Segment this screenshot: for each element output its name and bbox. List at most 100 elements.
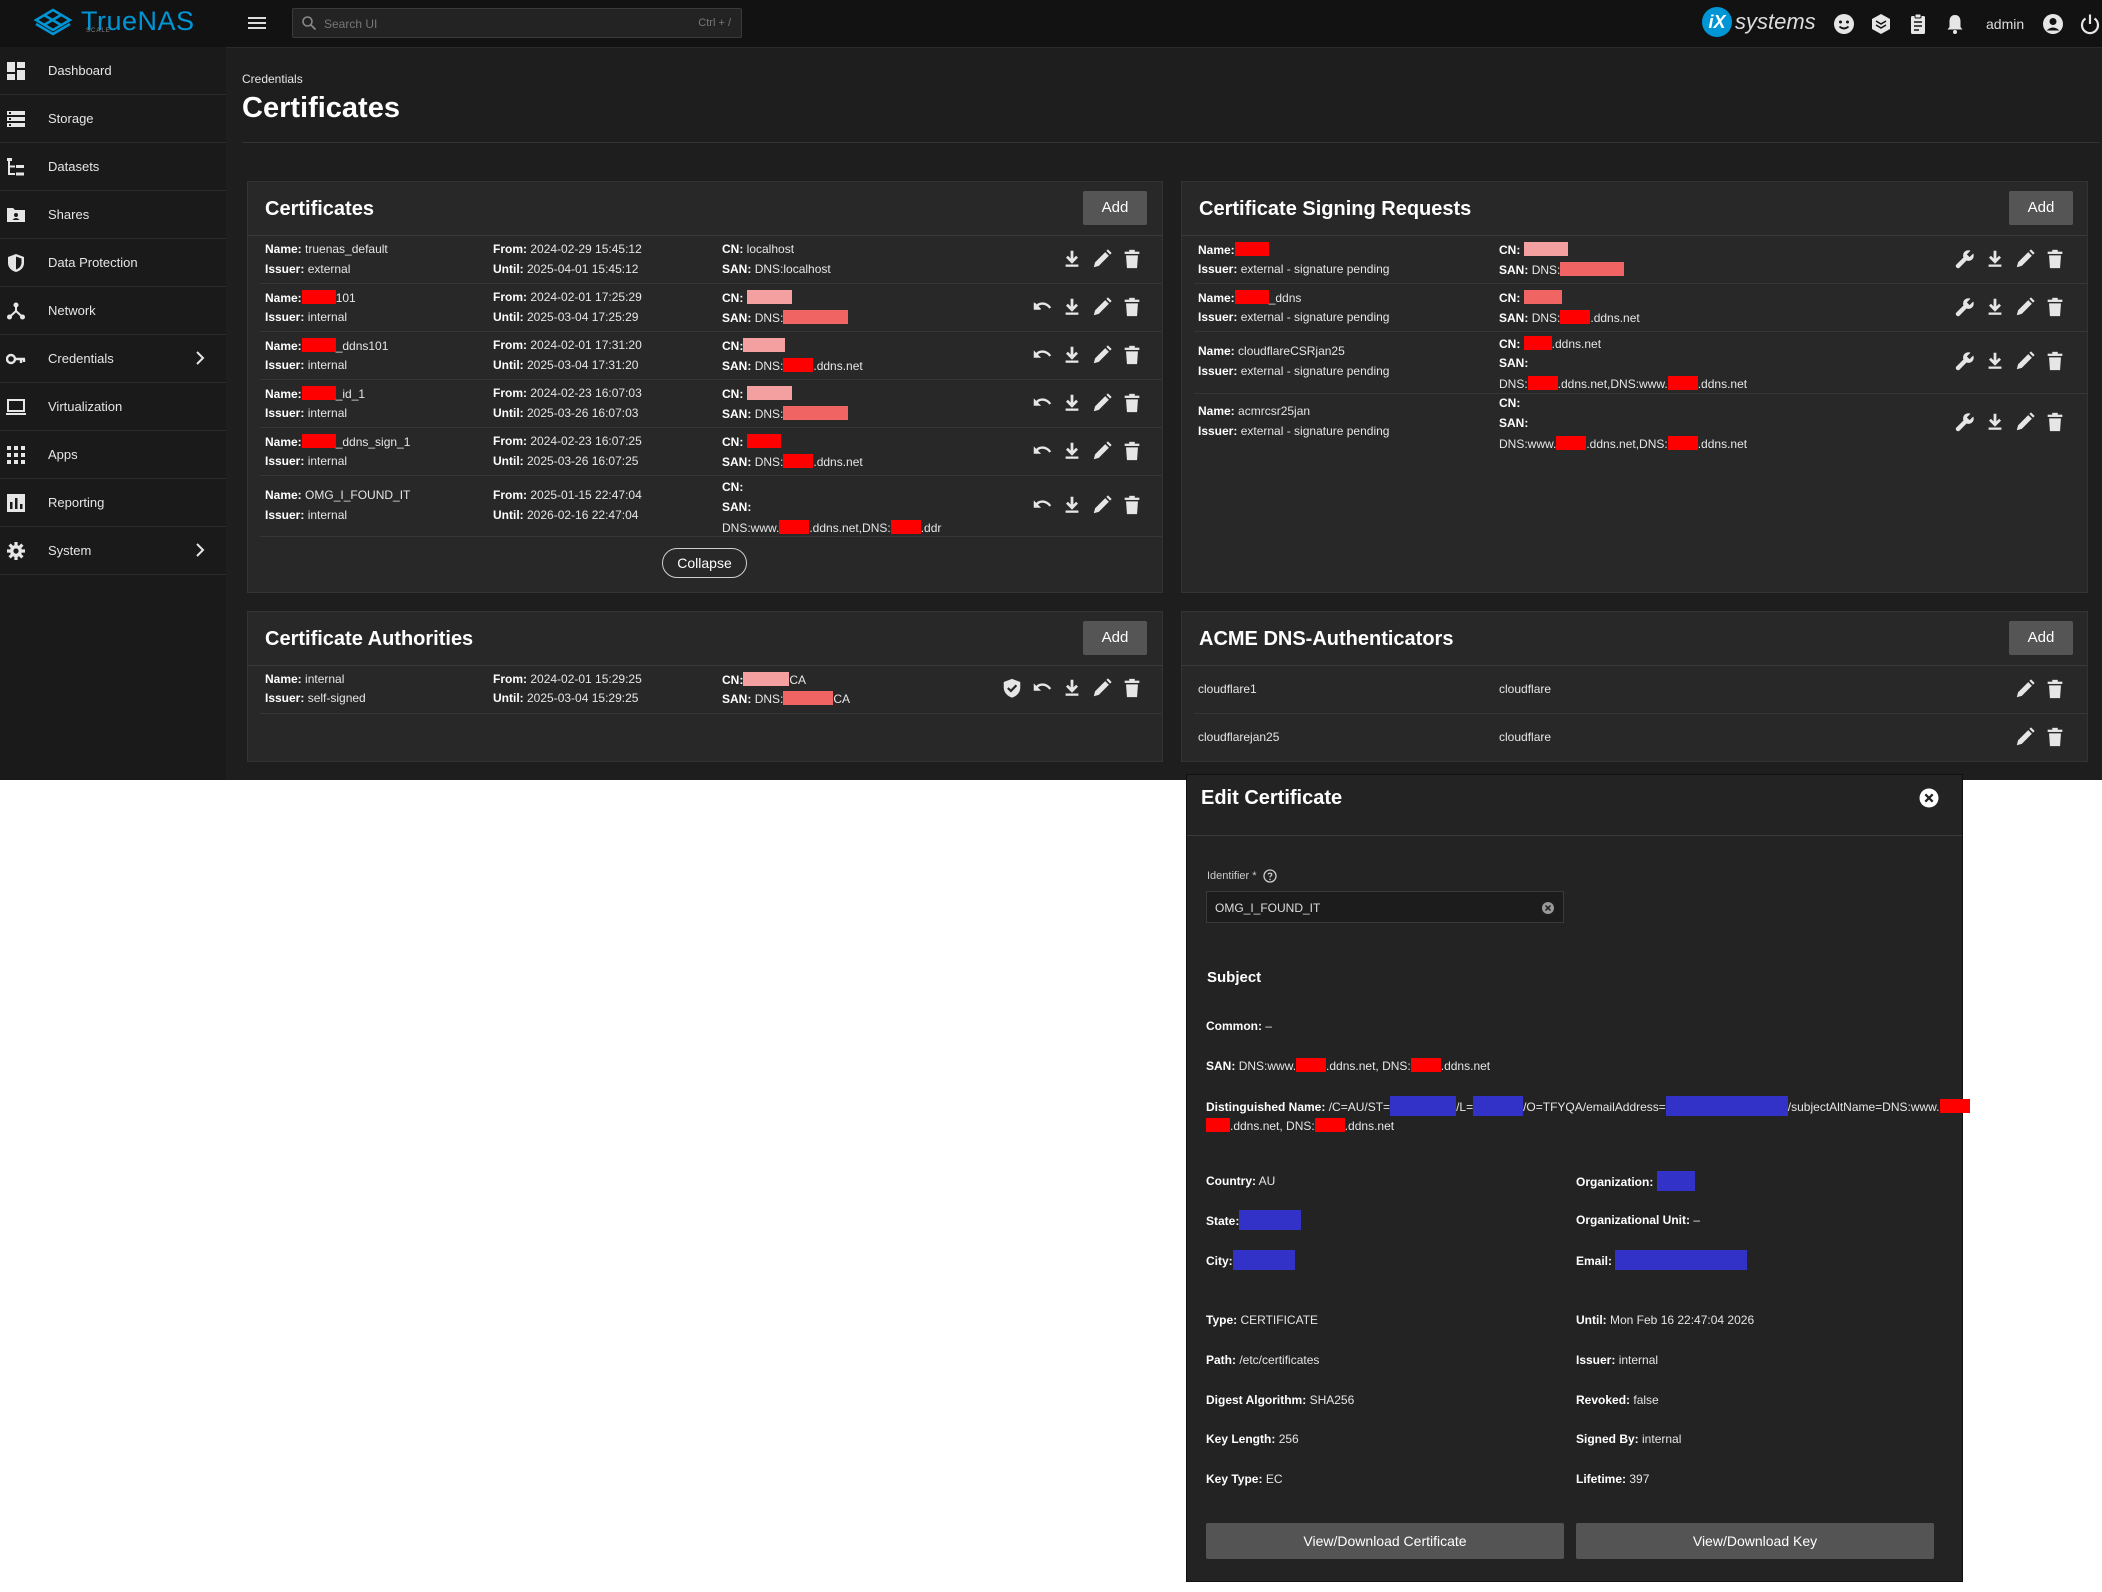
delete-trash-icon[interactable]	[2044, 350, 2066, 372]
notifications-bell-icon[interactable]	[1943, 12, 1967, 36]
edit-pencil-icon[interactable]	[2014, 678, 2036, 700]
sidebar-item-datasets[interactable]: Datasets	[0, 143, 226, 191]
truenas-logo-icon	[33, 8, 73, 35]
revoke-undo-icon[interactable]	[1031, 392, 1053, 414]
card-divider	[248, 235, 1162, 236]
organization: Organization:	[1576, 1171, 1695, 1192]
sign-csr-shield-icon[interactable]	[1001, 677, 1023, 699]
csr-cn: CN: .ddns.net	[1499, 336, 1602, 351]
clear-input-icon[interactable]	[1541, 901, 1555, 915]
sidebar-item-dashboard[interactable]: Dashboard	[0, 47, 226, 95]
delete-trash-icon[interactable]	[1121, 440, 1143, 462]
edit-pencil-icon[interactable]	[1091, 677, 1113, 699]
sidebar-item-storage[interactable]: Storage	[0, 95, 226, 143]
download-icon[interactable]	[1061, 344, 1083, 366]
add-ca-button[interactable]: Add	[1083, 621, 1147, 655]
identifier-field[interactable]: OMG_I_FOUND_IT	[1206, 891, 1564, 923]
edit-pencil-icon[interactable]	[1091, 494, 1113, 516]
menu-toggle-icon[interactable]	[248, 14, 266, 32]
wrench-icon[interactable]	[1954, 350, 1976, 372]
cert-until: Until: 2026-02-16 22:47:04	[493, 508, 639, 522]
shares-icon	[7, 208, 25, 222]
edit-pencil-icon[interactable]	[1091, 296, 1113, 318]
edit-pencil-icon[interactable]	[1091, 392, 1113, 414]
view-download-certificate-button[interactable]: View/Download Certificate	[1206, 1523, 1564, 1559]
download-icon[interactable]	[1061, 248, 1083, 270]
sidebar-item-shares[interactable]: Shares	[0, 191, 226, 239]
sidebar-item-data-protection[interactable]: Data Protection	[0, 239, 226, 287]
wrench-icon[interactable]	[1954, 411, 1976, 433]
add-certificate-button[interactable]: Add	[1083, 191, 1147, 225]
wrench-icon[interactable]	[1954, 248, 1976, 270]
edit-pencil-icon[interactable]	[1091, 440, 1113, 462]
edit-pencil-icon[interactable]	[2014, 411, 2036, 433]
delete-trash-icon[interactable]	[2044, 726, 2066, 748]
delete-trash-icon[interactable]	[2044, 248, 2066, 270]
edit-pencil-icon[interactable]	[2014, 296, 2036, 318]
sidebar-item-virtualization[interactable]: Virtualization	[0, 383, 226, 431]
username-label[interactable]: admin	[1986, 16, 2025, 32]
add-acme-button[interactable]: Add	[2009, 621, 2073, 655]
delete-trash-icon[interactable]	[1121, 494, 1143, 516]
sidebar-item-apps[interactable]: Apps	[0, 431, 226, 479]
edit-pencil-icon[interactable]	[1091, 248, 1113, 270]
delete-trash-icon[interactable]	[1121, 392, 1143, 414]
download-icon[interactable]	[1061, 440, 1083, 462]
jobs-clipboard-icon[interactable]	[1906, 12, 1930, 36]
account-circle-icon[interactable]	[2041, 12, 2065, 36]
download-icon[interactable]	[1984, 296, 2006, 318]
power-icon[interactable]	[2078, 12, 2102, 36]
download-icon[interactable]	[1984, 411, 2006, 433]
ixsystems-logo[interactable]: iX systems	[1702, 7, 1816, 37]
delete-trash-icon[interactable]	[1121, 344, 1143, 366]
delete-trash-icon[interactable]	[2044, 411, 2066, 433]
delete-trash-icon[interactable]	[1121, 296, 1143, 318]
path: Path: /etc/certificates	[1206, 1353, 1320, 1367]
sidebar-item-label: Shares	[48, 207, 90, 222]
sidebar-item-credentials[interactable]: Credentials	[0, 335, 226, 383]
card-divider	[1182, 665, 2087, 666]
revoke-undo-icon[interactable]	[1031, 494, 1053, 516]
redaction	[1314, 1118, 1345, 1132]
download-icon[interactable]	[1061, 494, 1083, 516]
sidebar-item-system[interactable]: System	[0, 527, 226, 575]
collapse-button[interactable]: Collapse	[662, 548, 747, 578]
edit-pencil-icon[interactable]	[1091, 344, 1113, 366]
download-icon[interactable]	[1061, 677, 1083, 699]
breadcrumb[interactable]: Credentials	[242, 72, 303, 86]
delete-trash-icon[interactable]	[2044, 296, 2066, 318]
cert-until: Until: 2025-04-01 15:45:12	[493, 262, 639, 276]
delete-trash-icon[interactable]	[2044, 678, 2066, 700]
revoke-undo-icon[interactable]	[1031, 440, 1053, 462]
logo-text: TrueNAS	[81, 6, 195, 36]
sidebar-item-reporting[interactable]: Reporting	[0, 479, 226, 527]
revoke-undo-icon[interactable]	[1031, 344, 1053, 366]
redaction	[743, 338, 786, 352]
truenas-logo[interactable]: TrueNAS	[33, 6, 195, 37]
download-icon[interactable]	[1984, 350, 2006, 372]
sidebar-item-network[interactable]: Network	[0, 287, 226, 335]
wrench-icon[interactable]	[1954, 296, 1976, 318]
add-csr-button[interactable]: Add	[2009, 191, 2073, 225]
close-icon[interactable]	[1919, 788, 1939, 808]
revoke-undo-icon[interactable]	[1031, 677, 1053, 699]
csr-san: DNS: .ddns.net,DNS:www. .ddns.net	[1499, 376, 1748, 391]
edit-pencil-icon[interactable]	[2014, 350, 2036, 372]
view-download-key-button[interactable]: View/Download Key	[1576, 1523, 1934, 1559]
truecommand-icon[interactable]	[1869, 12, 1893, 36]
dashboard-icon	[7, 62, 25, 80]
row-divider	[260, 427, 1162, 428]
download-icon[interactable]	[1061, 392, 1083, 414]
feedback-smiley-icon[interactable]	[1832, 12, 1856, 36]
delete-trash-icon[interactable]	[1121, 248, 1143, 270]
delete-trash-icon[interactable]	[1121, 677, 1143, 699]
download-icon[interactable]	[1061, 296, 1083, 318]
help-icon[interactable]	[1263, 869, 1277, 883]
state: State:	[1206, 1210, 1302, 1231]
revoke-undo-icon[interactable]	[1031, 296, 1053, 318]
edit-pencil-icon[interactable]	[2014, 248, 2036, 270]
download-icon[interactable]	[1984, 248, 2006, 270]
csr-san: SAN: DNS: .ddns.net	[1499, 310, 1640, 325]
edit-pencil-icon[interactable]	[2014, 726, 2036, 748]
search-input[interactable]: Search UI Ctrl + /	[292, 8, 742, 38]
